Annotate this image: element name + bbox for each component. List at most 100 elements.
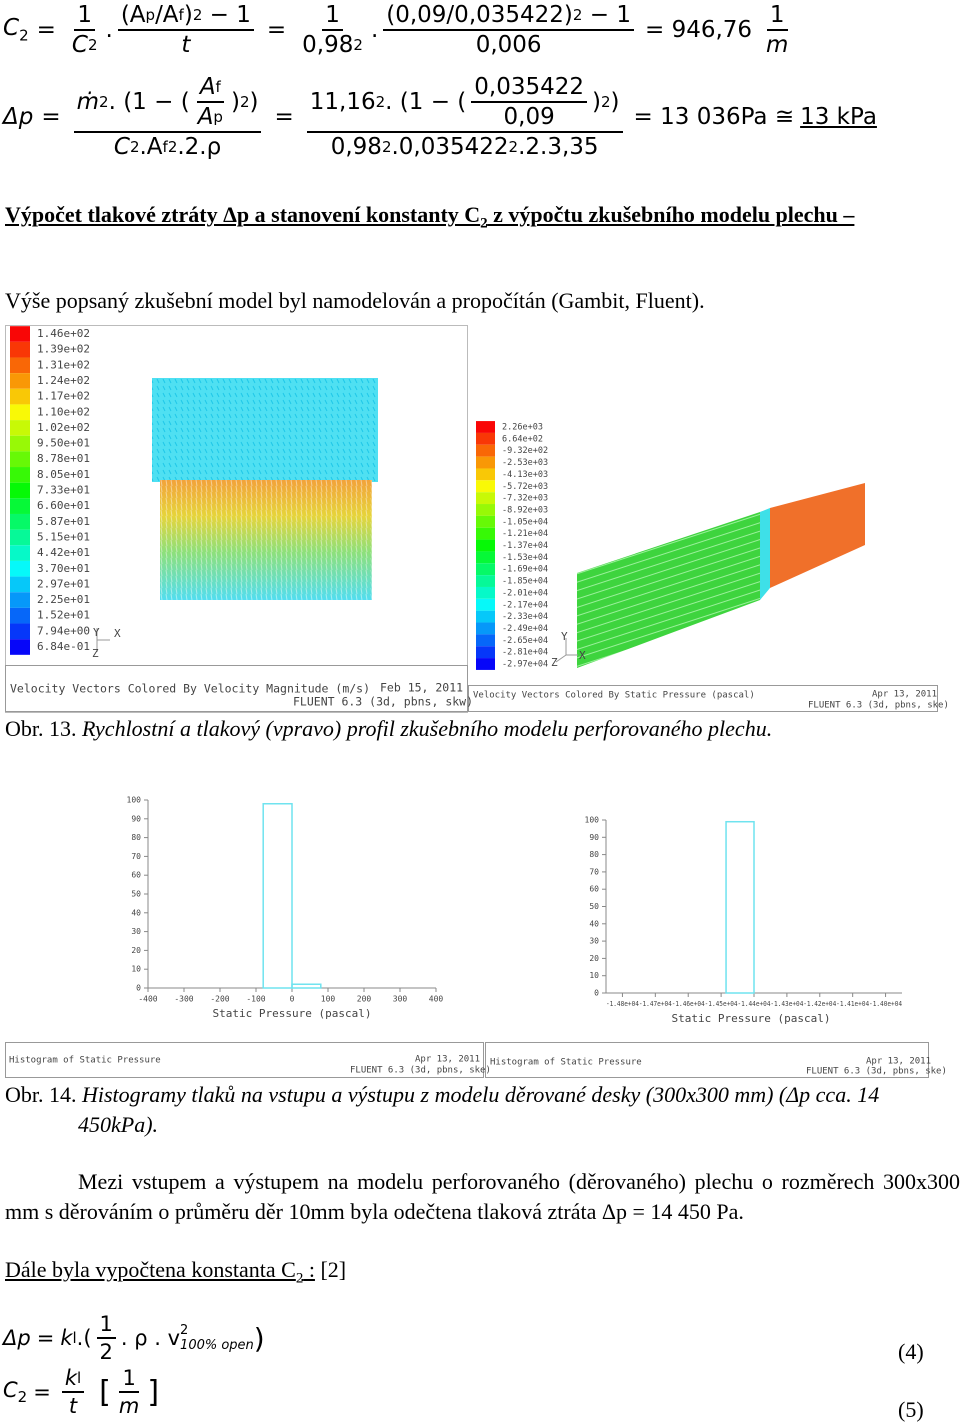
footer-solver: FLUENT 6.3 (3d, pbns, skw) — [293, 695, 473, 709]
text: 0,98 — [330, 134, 382, 160]
vector-field — [152, 378, 378, 482]
text: l — [77, 1369, 82, 1387]
eq-num: 1 — [74, 2, 96, 31]
text: Histogramy tlaků na vstupu a výstupu z m… — [78, 1082, 880, 1137]
text: k — [60, 1326, 73, 1350]
text: ) — [610, 89, 620, 115]
legend-swatch — [476, 598, 495, 611]
legend-label: 2.97e+01 — [37, 577, 90, 590]
text: t — [181, 32, 191, 58]
eq-frac: 11,16 2. (1 − ( 0,035422 0,09 ) 2) 0,98 2.0,… — [306, 74, 623, 160]
footer-box — [5, 1042, 484, 1078]
y-tick-label: 10 — [589, 971, 599, 980]
text: .2.ρ — [177, 134, 222, 160]
text: 2 — [508, 138, 519, 156]
text: = 13 036Pa ≅ — [633, 104, 795, 130]
x-tick-label: 100 — [321, 995, 336, 1004]
footer-box — [468, 685, 938, 712]
legend-swatch — [10, 435, 30, 452]
eq-den: 0,98 2 — [299, 31, 366, 58]
eq-num: (A p/A f) 2 − 1 — [117, 2, 254, 31]
text: ṁ — [76, 89, 100, 115]
eq-frac: 1 0,98 2 — [299, 2, 366, 58]
text: 2 — [480, 215, 488, 232]
footer-box — [5, 665, 468, 712]
legend-label: 8.05e+01 — [37, 468, 90, 481]
legend-label: 9.50e+01 — [37, 437, 90, 450]
text: Obr. 13. — [5, 716, 77, 741]
text: Rychlostní a tlakový (vpravo) profil zku… — [82, 716, 773, 741]
footer-solver: FLUENT 6.3 (3d, pbns, ske) — [808, 701, 949, 711]
axis-triad — [96, 628, 578, 663]
x-tick-label: -1.42e+04 — [803, 1000, 836, 1008]
legend-label: -2.81e+04 — [502, 648, 548, 658]
text: . — [105, 17, 113, 43]
text: z výpočtu zkušebního modelu plechu – — [487, 202, 855, 227]
legend-label: 4.42e+01 — [37, 546, 90, 559]
plate-cyan — [760, 508, 770, 600]
text: l — [72, 1329, 77, 1347]
legend-label: 1.31e+02 — [37, 358, 90, 371]
legend-label: 1.02e+02 — [37, 421, 90, 434]
equation-number: (4) — [898, 1339, 924, 1364]
legend-label: 7.33e+01 — [37, 484, 90, 497]
y-tick-label: 20 — [589, 954, 599, 963]
text: p — [145, 6, 156, 24]
legend-label: -2.97e+04 — [502, 660, 548, 670]
legend-label: 1.10e+02 — [37, 405, 90, 418]
graphic — [555, 654, 567, 663]
text: 0,98 — [302, 32, 354, 58]
legend-swatch — [476, 646, 495, 659]
x-tick-label: -1.40e+04 — [869, 1000, 902, 1008]
axis-letter: Y — [561, 630, 568, 643]
legend-swatch — [476, 622, 495, 635]
text: 2 — [99, 93, 109, 111]
legend-swatch — [10, 592, 30, 608]
text: . — [370, 17, 379, 43]
legend-swatch — [476, 492, 495, 505]
legend-swatch — [10, 467, 30, 483]
legend-swatch — [10, 545, 30, 561]
eq-num: 1 — [322, 2, 343, 31]
legend-swatch — [476, 634, 495, 647]
eq-num: 1 — [96, 1312, 116, 1339]
legend-swatch — [10, 326, 30, 342]
y-tick-label: 10 — [131, 965, 141, 974]
legend-label: 1.17e+02 — [37, 390, 90, 403]
legend-swatch — [10, 607, 30, 624]
text: 100% open — [180, 1338, 254, 1353]
text: . (1 − ( — [108, 89, 190, 115]
legend-swatch — [10, 451, 30, 468]
caption: Obr. 13. Rychlostní a tlakový (vpravo) p… — [5, 714, 772, 744]
text: − 1 — [209, 2, 251, 28]
text: /A — [155, 2, 179, 28]
legend-swatch — [476, 586, 495, 599]
y-tick-label: 60 — [589, 885, 599, 894]
x-tick-label: -1.48e+04 — [606, 1000, 639, 1008]
legend-label: -1.85e+04 — [502, 577, 548, 587]
eq-den: 0,006 — [475, 32, 542, 58]
text: = — [41, 104, 61, 130]
legend-label: -2.01e+04 — [502, 588, 548, 598]
legend-label: -9.32e+02 — [502, 446, 548, 456]
eq-den: m — [116, 1393, 142, 1418]
legend-label: 8.78e+01 — [37, 452, 90, 465]
x-tick-label: 300 — [393, 995, 408, 1004]
text: 2 — [239, 93, 250, 111]
text: = 946,76 — [644, 17, 753, 43]
histogram-bar — [262, 803, 293, 989]
y-tick-label: 70 — [589, 867, 599, 876]
legend-swatch — [10, 529, 30, 546]
text: A — [199, 74, 216, 100]
legend-label: -2.49e+04 — [502, 624, 548, 634]
footer-solver: FLUENT 6.3 (3d, pbns, ske) — [350, 1066, 491, 1076]
text: 2 — [375, 93, 386, 111]
